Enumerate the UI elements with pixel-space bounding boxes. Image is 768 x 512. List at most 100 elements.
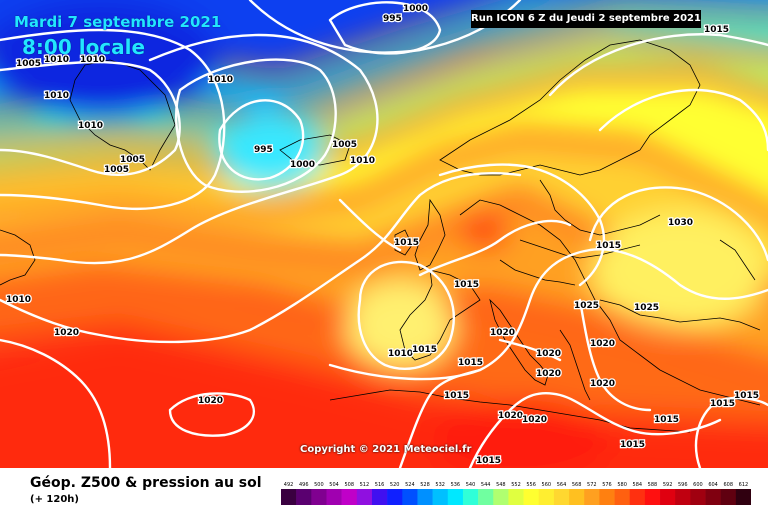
- isobar-label: 1015: [458, 358, 483, 368]
- color-scale-swatch: [705, 489, 721, 505]
- isobar-label: 1005: [104, 165, 129, 175]
- color-scale-swatch: [371, 489, 388, 505]
- color-scale-swatch: [644, 489, 661, 505]
- isobar-label: 1015: [710, 399, 735, 409]
- color-scale-tick-label: 536: [451, 482, 461, 488]
- color-scale-swatch: [629, 489, 646, 505]
- color-scale-tick-label: 512: [360, 482, 370, 488]
- isobar-label: 1015: [454, 280, 479, 290]
- color-scale-swatch: [599, 489, 615, 505]
- forecast-lead-time: (+ 120h): [30, 494, 79, 505]
- coastlines: [0, 39, 761, 433]
- isobar-label: 1020: [498, 411, 523, 421]
- color-scale-tick-label: 500: [314, 482, 324, 488]
- color-scale-swatch: [523, 489, 540, 505]
- color-scale-tick-label: 576: [602, 482, 612, 488]
- color-scale-swatch: [296, 489, 312, 505]
- color-scale-tick-label: 592: [663, 482, 673, 488]
- model-run-banner: Run ICON 6 Z du Jeudi 2 septembre 2021: [471, 10, 701, 28]
- color-scale-tick-label: 548: [496, 482, 506, 488]
- color-scale-tick-label: 540: [466, 482, 476, 488]
- color-scale-swatch: [569, 489, 585, 505]
- color-scale-swatch: [508, 489, 524, 505]
- color-scale-tick-label: 508: [344, 482, 354, 488]
- color-scale-swatch: [432, 489, 449, 505]
- isobar-label: 1010: [80, 55, 105, 65]
- isobar-label: 1000: [403, 4, 428, 14]
- isobar-label: 1005: [16, 59, 41, 69]
- color-scale-tick-label: 588: [648, 482, 658, 488]
- color-scale-swatch: [660, 489, 676, 505]
- isobar-label: 1010: [208, 75, 233, 85]
- isobar-label: 1015: [394, 238, 419, 248]
- color-scale-swatch: [735, 489, 751, 505]
- isobar-lines: [0, 0, 768, 468]
- color-scale-tick-label: 560: [542, 482, 552, 488]
- isobar-label: 1020: [198, 396, 223, 406]
- color-scale-swatch: [584, 489, 600, 505]
- isobar-label: 1015: [596, 241, 621, 251]
- color-scale-tick-label: 520: [390, 482, 400, 488]
- isobar-label: 1005: [332, 140, 357, 150]
- color-scale-tick-label: 600: [693, 482, 703, 488]
- isobar-label: 1015: [734, 391, 759, 401]
- color-scale-tick-label: 544: [481, 482, 491, 488]
- color-scale-tick-label: 568: [572, 482, 582, 488]
- isobar-label: 995: [383, 14, 402, 24]
- color-scale-swatch: [341, 489, 358, 505]
- color-scale-tick-label: 504: [329, 482, 339, 488]
- weather-map: 1005 1010 1010 1010 1010 1005 995 1000 1…: [0, 0, 768, 468]
- color-scale-swatch: [281, 489, 297, 505]
- copyright-notice: Copyright © 2021 Meteociel.fr: [300, 444, 472, 455]
- isobar-label: 1025: [574, 301, 599, 311]
- color-scale-swatch: [402, 489, 418, 505]
- isobar-label: 1010: [6, 295, 31, 305]
- isobar-label: 1030: [668, 218, 693, 228]
- color-scale-swatch: [614, 489, 631, 505]
- color-scale-tick-label: 612: [739, 482, 749, 488]
- color-scale-swatch: [326, 489, 342, 505]
- color-scale-tick-label: 556: [526, 482, 536, 488]
- isobar-label: 1000: [290, 160, 315, 170]
- color-scale-swatch: [311, 489, 327, 505]
- color-scale-tick-label: 608: [723, 482, 733, 488]
- color-scale-swatch: [675, 489, 691, 505]
- isobar-label: 1015: [476, 456, 501, 466]
- isobar-label: 1015: [620, 440, 645, 450]
- isobar-label: 1015: [444, 391, 469, 401]
- color-scale-tick-label: 516: [375, 482, 385, 488]
- isobar-label: 1010: [388, 349, 413, 359]
- color-scale-swatch: [462, 489, 479, 505]
- color-scale-tick-label: 580: [617, 482, 627, 488]
- isobar-label: 995: [254, 145, 273, 155]
- isobar-labels: 1005 1010 1010 1010 1010 1005 995 1000 1…: [5, 3, 761, 468]
- isobar-label: 1015: [412, 345, 437, 355]
- color-scale-swatch: [417, 489, 433, 505]
- color-scale-tick-label: 564: [557, 482, 567, 488]
- geopotential-field: 1005 1010 1010 1010 1010 1005 995 1000 1…: [0, 0, 768, 468]
- color-scale-swatch: [387, 489, 403, 505]
- forecast-time: 8:00 locale: [22, 35, 146, 59]
- color-scale-swatch: [690, 489, 706, 505]
- isobar-label: 1020: [522, 415, 547, 425]
- isobar-label: 1010: [44, 91, 69, 101]
- color-scale-tick-label: 552: [511, 482, 521, 488]
- color-scale-swatch: [447, 489, 464, 505]
- isobar-label: 1010: [78, 121, 103, 131]
- isobar-label: 1010: [350, 156, 375, 166]
- isobar-label: 1020: [536, 349, 561, 359]
- color-scale-tick-label: 532: [435, 482, 445, 488]
- isobar-label: 1020: [54, 328, 79, 338]
- color-scale-legend: 492 496 500 504 508 512 516 520 524 528 532 536 540 5…: [281, 482, 751, 505]
- color-scale-tick-label: 492: [284, 482, 294, 488]
- color-scale-tick-label: 604: [708, 482, 718, 488]
- isobar-label: 1020: [590, 339, 615, 349]
- map-title: Géop. Z500 & pression au sol: [30, 475, 262, 491]
- isobar-label: 1020: [536, 369, 561, 379]
- color-scale-swatch: [356, 489, 373, 505]
- isobar-label: 1025: [634, 303, 659, 313]
- color-scale-tick-label: 584: [633, 482, 643, 488]
- isobar-label: 1010: [44, 55, 69, 65]
- isobar-label: 1020: [490, 328, 515, 338]
- isobar-label: 1015: [654, 415, 679, 425]
